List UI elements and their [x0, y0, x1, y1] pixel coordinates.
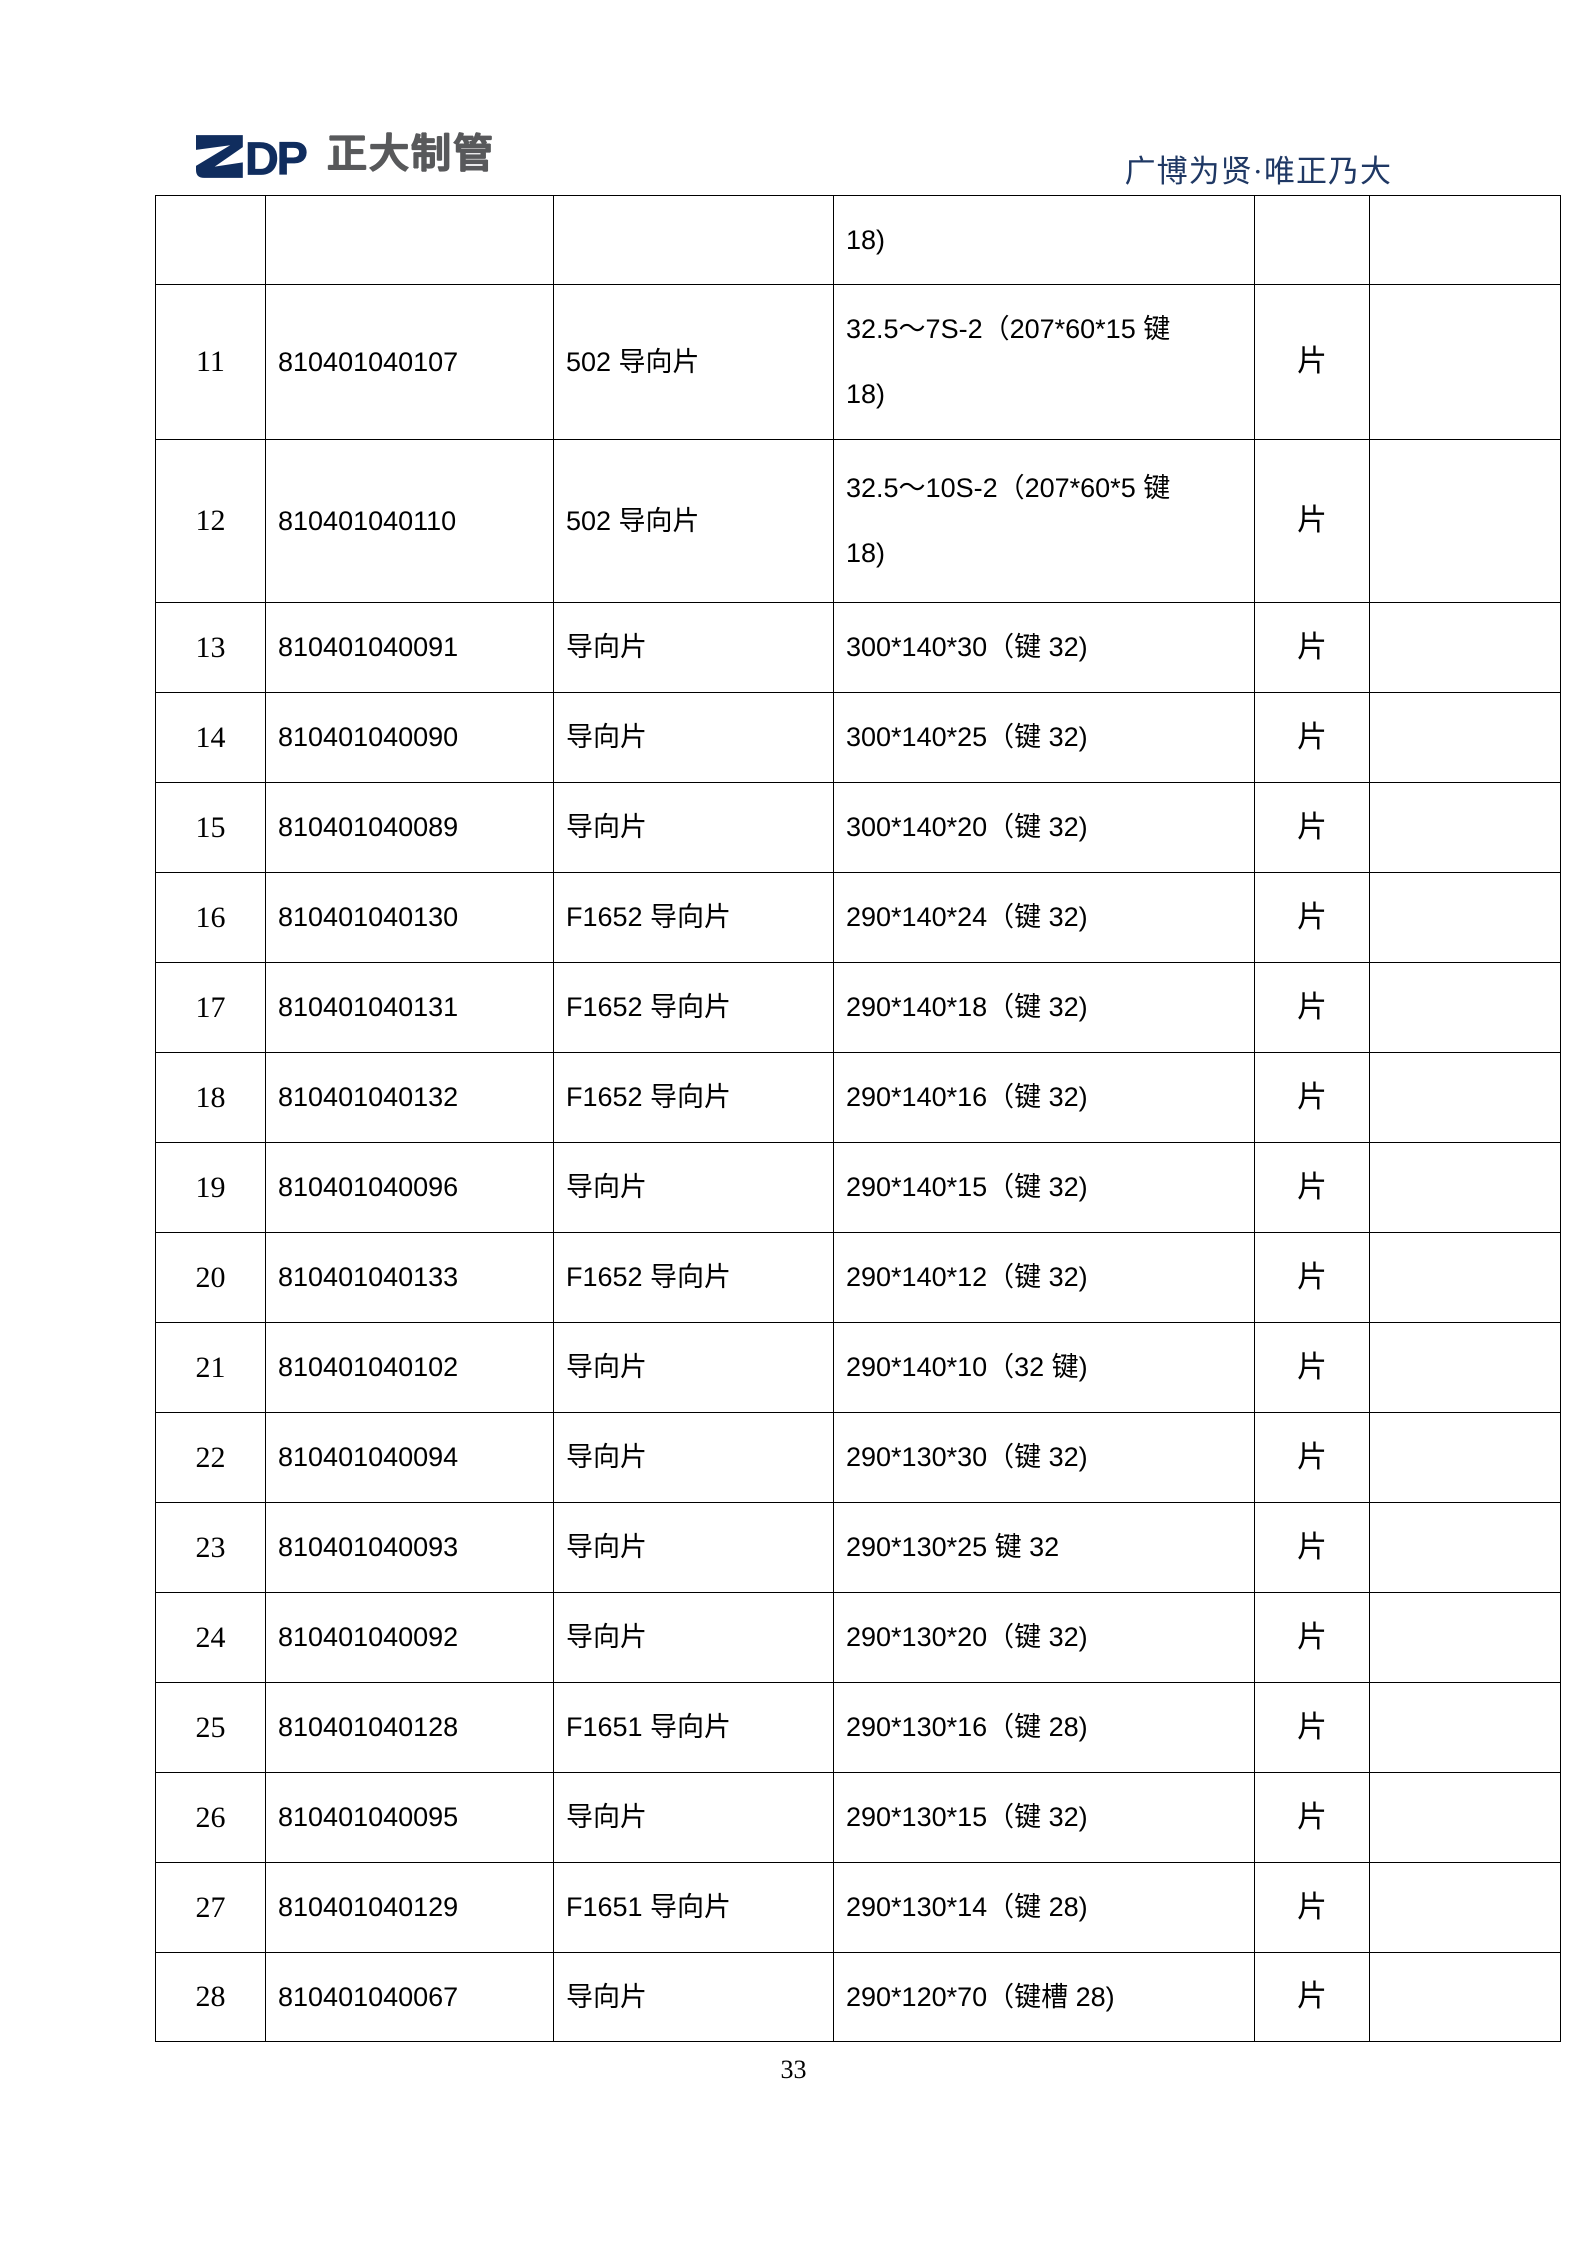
svg-text:DP: DP: [245, 135, 307, 178]
